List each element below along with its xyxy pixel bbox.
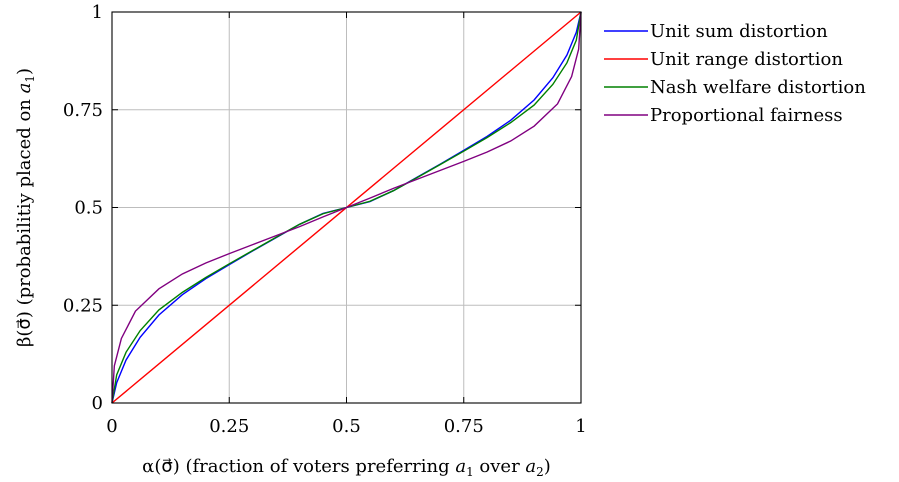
- legend-label-proportional-fairness: Proportional fairness: [650, 105, 843, 126]
- y-axis-label: β(σ⃗) (probabilitiy placed on a1): [14, 68, 37, 347]
- y-tick-label: 0.25: [63, 295, 103, 316]
- x-tick-label: 0.25: [209, 416, 249, 437]
- legend-label-unit-range-distortion: Unit range distortion: [650, 49, 843, 70]
- x-tick-label: 0.5: [332, 416, 361, 437]
- legend-label-unit-sum-distortion: Unit sum distortion: [650, 21, 828, 42]
- legend: Unit sum distortion Unit range distortion…: [604, 21, 866, 126]
- series-layer: [111, 11, 582, 404]
- x-tick-label: 1: [575, 416, 586, 437]
- tick-layer: 0 0.25 0.5 0.75 1 0 0.25 0.5 0.75 1: [63, 2, 587, 437]
- x-tick-label: 0.75: [444, 416, 484, 437]
- y-tick-label: 0: [92, 393, 103, 414]
- legend-label-nash-welfare-distortion: Nash welfare distortion: [650, 77, 866, 98]
- x-axis-label: α(σ⃗) (fraction of voters preferring a1 …: [142, 456, 551, 479]
- x-tick-label: 0: [106, 416, 117, 437]
- series-line-proportional-fairness: [111, 11, 582, 404]
- y-tick-label: 0.5: [74, 198, 103, 219]
- y-tick-label: 0.75: [63, 100, 103, 121]
- y-tick-label: 1: [92, 2, 103, 23]
